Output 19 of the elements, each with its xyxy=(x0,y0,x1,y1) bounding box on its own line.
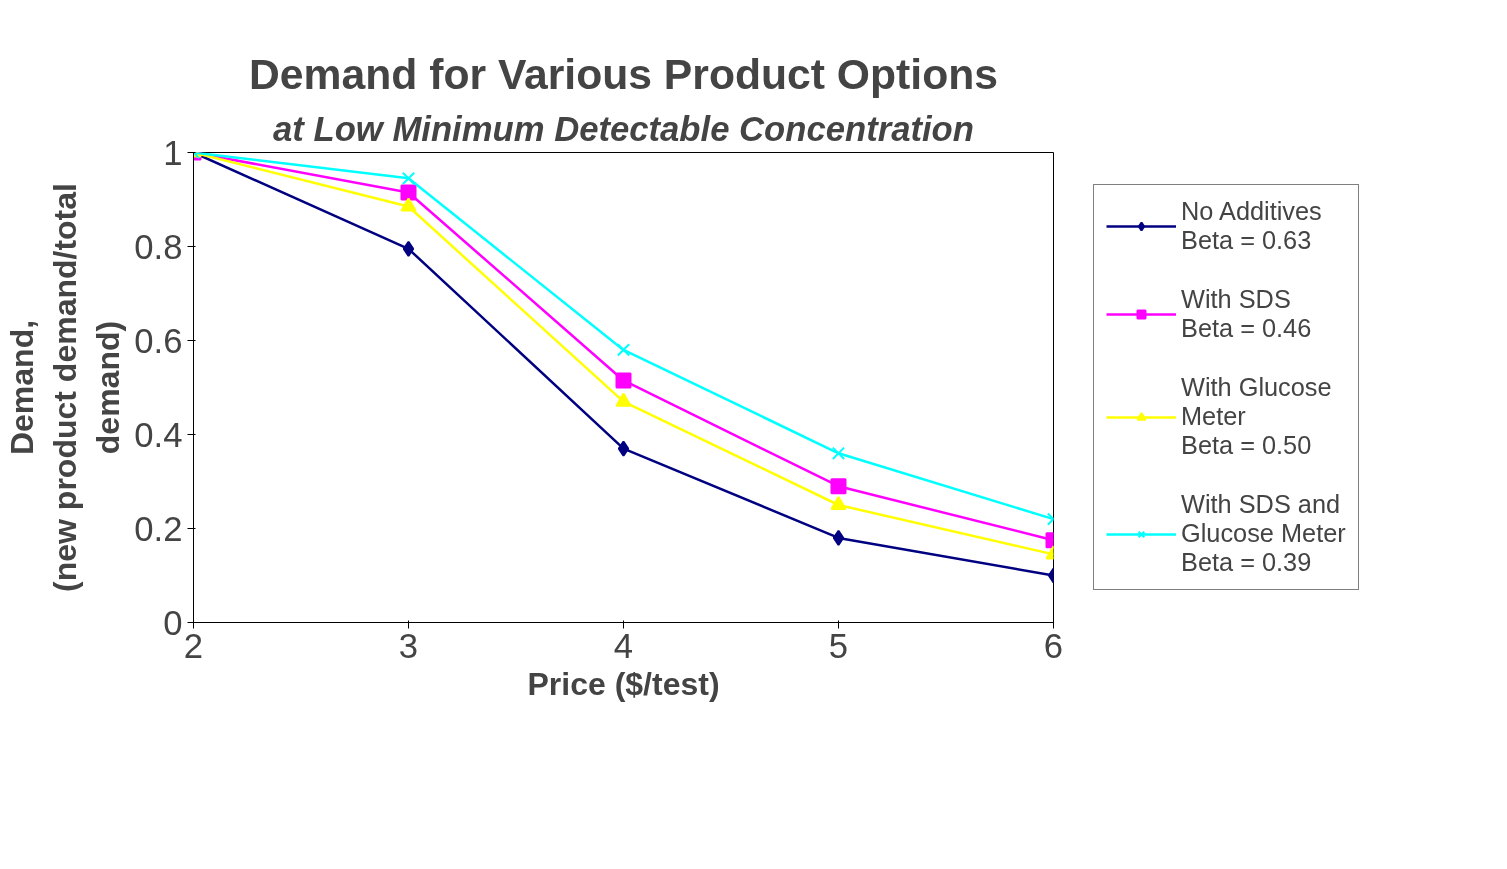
x-axis-title: Price ($/test) xyxy=(527,665,720,702)
legend-label: With SDS Beta = 0.46 xyxy=(1181,285,1312,343)
legend-label: With Glucose Meter Beta = 0.50 xyxy=(1181,373,1332,460)
x-tick-label: 3 xyxy=(398,626,419,665)
chart-title: Demand for Various Product Options xyxy=(249,49,998,98)
y-tick-label: 0.6 xyxy=(134,321,183,360)
x-tick-label: 6 xyxy=(1043,626,1064,665)
x-tick-label: 5 xyxy=(828,626,849,665)
y-tick-label: 0.4 xyxy=(134,415,183,454)
y-axis-title: Demand, (new product demand/total demand) xyxy=(3,183,127,592)
x-tick-label: 2 xyxy=(183,626,204,665)
x-tick-label: 4 xyxy=(613,626,634,665)
y-tick-label: 0.2 xyxy=(134,509,183,548)
y-tick-label: 0 xyxy=(163,603,183,642)
y-tick-label: 0.8 xyxy=(134,227,183,266)
y-tick-label: 1 xyxy=(163,133,183,172)
chart-subtitle: at Low Minimum Detectable Concentration xyxy=(273,109,974,148)
legend-label: No Additives Beta = 0.63 xyxy=(1181,197,1322,255)
legend-label: With SDS and Glucose Meter Beta = 0.39 xyxy=(1181,490,1346,577)
